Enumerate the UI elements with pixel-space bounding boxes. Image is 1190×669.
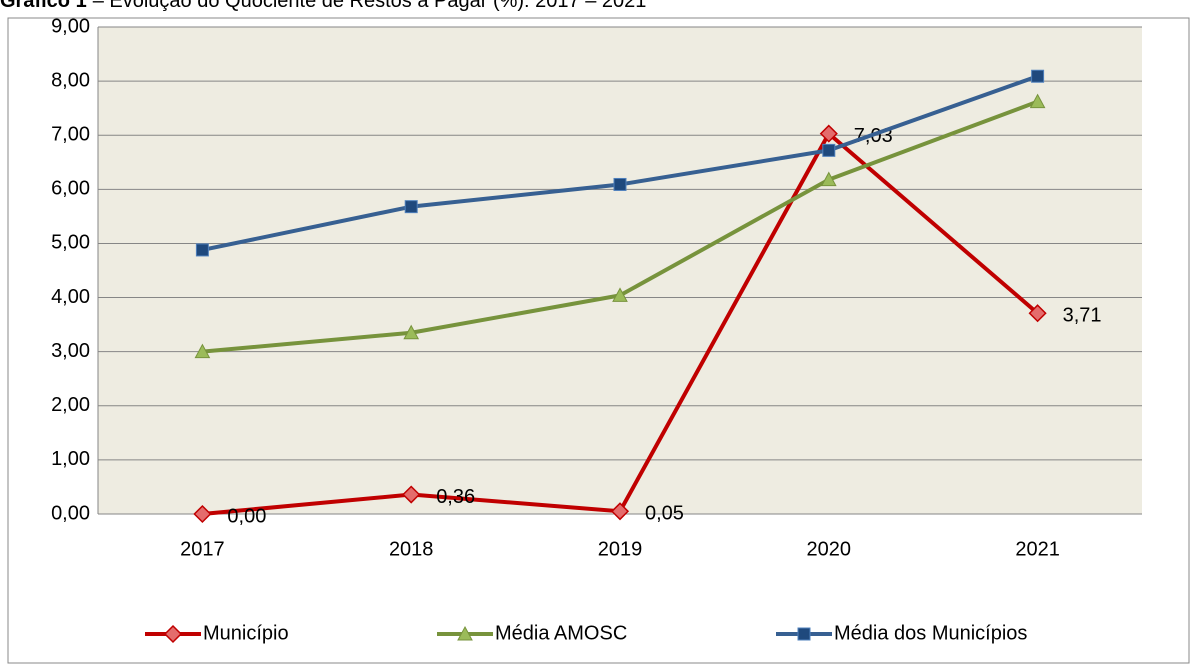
marker [797, 627, 811, 641]
chart-title: Gráfico 1 – Evolução do Quociente de Rest… [0, 0, 646, 12]
title-text: – Evolução do Quociente de Restos a Paga… [93, 0, 647, 12]
data-label: 0,00 [227, 505, 266, 527]
y-tick-label: 3,00 [51, 340, 90, 362]
marker [163, 624, 183, 644]
y-tick-label: 5,00 [51, 232, 90, 254]
marker [820, 171, 837, 187]
marker [404, 200, 418, 214]
marker [193, 504, 212, 524]
y-tick-label: 7,00 [51, 124, 90, 146]
marker [1031, 69, 1045, 83]
marker [819, 124, 838, 143]
plot-area [98, 27, 1142, 514]
marker [194, 343, 211, 359]
y-tick-label: 9,00 [51, 15, 90, 37]
y-tick-label: 1,00 [51, 448, 90, 470]
x-tick-label: 2018 [389, 538, 434, 560]
marker [610, 502, 630, 521]
marker [195, 243, 209, 257]
y-tick-label: 0,00 [51, 502, 90, 524]
marker [403, 324, 420, 340]
title-label: Gráfico 1 [0, 0, 87, 12]
y-tick-label: 4,00 [51, 286, 90, 308]
x-tick-label: 2019 [598, 538, 643, 560]
x-tick-label: 2017 [180, 538, 225, 560]
marker [402, 485, 421, 504]
legend-label: Município [203, 622, 289, 644]
x-tick-label: 2021 [1015, 538, 1060, 560]
y-tick-label: 6,00 [51, 178, 90, 200]
marker [457, 625, 473, 641]
marker [1029, 93, 1046, 109]
x-tick-label: 2020 [807, 538, 852, 560]
marker [1028, 304, 1047, 323]
marker [613, 177, 627, 191]
data-label: 0,36 [436, 486, 475, 508]
y-tick-label: 2,00 [51, 394, 90, 416]
legend-label: Média AMOSC [495, 622, 627, 644]
y-tick-label: 8,00 [51, 69, 90, 91]
marker [612, 287, 628, 302]
legend-label: Média dos Municípios [834, 622, 1027, 644]
data-label: 3,71 [1063, 305, 1102, 327]
data-label: 0,05 [645, 503, 684, 525]
marker [822, 143, 836, 157]
